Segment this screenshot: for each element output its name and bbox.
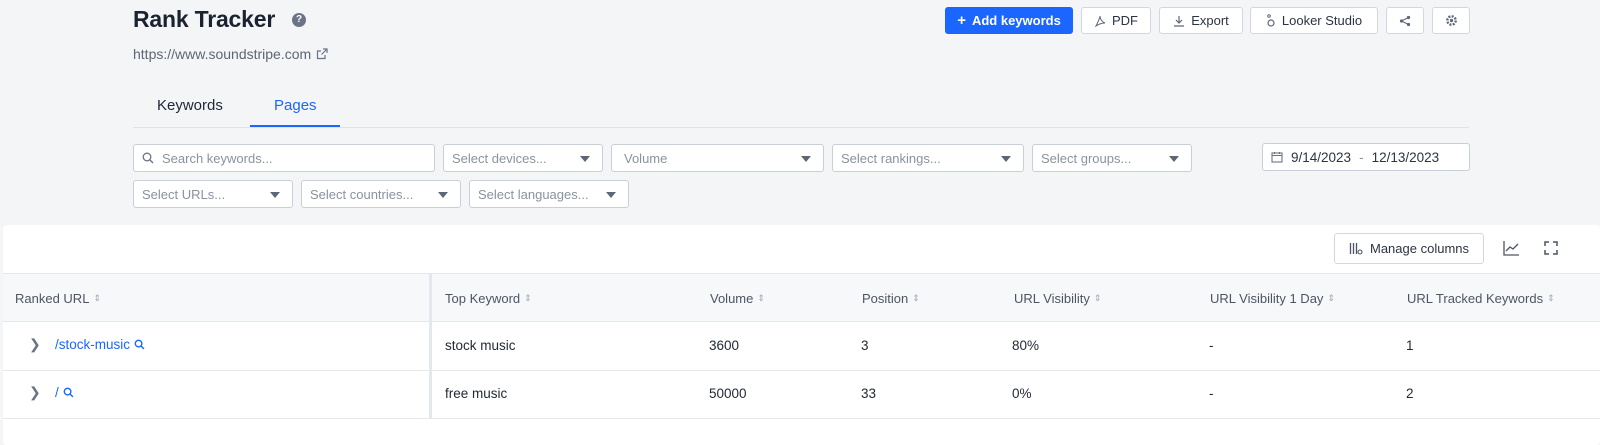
- url-visibility-value: 0%: [1012, 386, 1032, 401]
- pdf-icon: [1094, 15, 1106, 27]
- manage-columns-button[interactable]: Manage columns: [1334, 233, 1484, 264]
- languages-select[interactable]: Select languages...: [469, 180, 629, 208]
- sort-icon: ⇕: [524, 293, 532, 303]
- caret-down-icon: [270, 192, 280, 198]
- chart-icon[interactable]: [1503, 240, 1520, 256]
- position-value: 3: [861, 338, 869, 353]
- date-separator: -: [1359, 149, 1364, 165]
- tracked-keywords-value: 2: [1406, 386, 1414, 401]
- settings-button[interactable]: [1432, 7, 1470, 34]
- plus-icon: +: [957, 12, 966, 29]
- volume-select[interactable]: Volume: [611, 144, 824, 172]
- header-url-visibility-1-day[interactable]: URL Visibility 1 Day ⇕: [1210, 291, 1335, 306]
- tabs-divider: [133, 127, 1469, 128]
- tracked-keywords-value: 1: [1406, 338, 1414, 353]
- url-visibility-1-day-value: -: [1209, 386, 1214, 401]
- header-top-keyword[interactable]: Top Keyword ⇕: [445, 291, 532, 306]
- looker-icon: [1267, 14, 1275, 27]
- external-link-icon: [317, 48, 328, 60]
- expand-row-icon[interactable]: ❯: [29, 336, 41, 352]
- caret-down-icon: [606, 192, 616, 198]
- top-keyword: free music: [445, 386, 508, 401]
- site-url[interactable]: https://www.soundstripe.com: [133, 46, 312, 62]
- date-range-picker[interactable]: 9/14/2023 - 12/13/2023: [1262, 143, 1470, 171]
- devices-select[interactable]: Select devices...: [443, 144, 603, 172]
- date-to: 12/13/2023: [1371, 149, 1440, 165]
- search-placeholder: Search keywords...: [162, 150, 273, 166]
- urls-select[interactable]: Select URLs...: [133, 180, 293, 208]
- sort-icon: ⇕: [912, 293, 920, 303]
- export-button[interactable]: Export: [1159, 7, 1243, 34]
- row-divider: [3, 370, 1600, 371]
- countries-select[interactable]: Select countries...: [301, 180, 461, 208]
- download-icon: [1174, 15, 1185, 27]
- url-visibility-1-day-value: -: [1209, 338, 1214, 353]
- search-input[interactable]: Search keywords...: [133, 144, 435, 172]
- caret-down-icon: [1169, 156, 1179, 162]
- header-ranked-url[interactable]: Ranked URL ⇕: [15, 291, 101, 306]
- looker-studio-button[interactable]: Looker Studio: [1250, 7, 1378, 34]
- expand-row-icon[interactable]: ❯: [29, 384, 41, 400]
- active-tab-indicator: [250, 125, 340, 127]
- gear-icon: [1445, 15, 1457, 26]
- search-icon[interactable]: [63, 387, 74, 398]
- header-url-tracked-keywords[interactable]: URL Tracked Keywords ⇕: [1407, 291, 1555, 306]
- site-link[interactable]: https://www.soundstripe.com: [133, 46, 328, 62]
- sort-icon: ⇕: [1093, 293, 1102, 303]
- sort-icon: ⇕: [757, 293, 765, 303]
- volume-value: 50000: [709, 386, 747, 401]
- tab-pages[interactable]: Pages: [274, 97, 317, 114]
- caret-down-icon: [801, 156, 811, 162]
- ranked-url-link[interactable]: /stock-music: [55, 337, 145, 352]
- page-title: Rank Tracker: [133, 6, 276, 32]
- fullscreen-icon[interactable]: [1544, 241, 1558, 255]
- table-header: [3, 273, 1600, 322]
- header-url-visibility[interactable]: URL Visibility ⇕: [1014, 291, 1102, 306]
- volume-value: 3600: [709, 338, 740, 353]
- share-icon: [1399, 15, 1411, 26]
- caret-down-icon: [438, 192, 448, 198]
- row-divider: [3, 418, 1600, 419]
- ranked-url-link[interactable]: /: [55, 385, 74, 400]
- add-keywords-button[interactable]: + Add keywords: [945, 7, 1073, 34]
- caret-down-icon: [580, 156, 590, 162]
- help-icon[interactable]: ?: [292, 13, 306, 27]
- calendar-icon: [1271, 152, 1283, 163]
- groups-select[interactable]: Select groups...: [1032, 144, 1192, 172]
- header-volume[interactable]: Volume ⇕: [710, 291, 765, 306]
- url-visibility-value: 80%: [1012, 338, 1040, 353]
- date-from: 9/14/2023: [1291, 149, 1352, 165]
- search-icon[interactable]: [134, 339, 145, 350]
- header-position[interactable]: Position ⇕: [862, 291, 920, 306]
- position-value: 33: [861, 386, 877, 401]
- caret-down-icon: [1001, 156, 1011, 162]
- pdf-button[interactable]: PDF: [1081, 7, 1151, 34]
- top-keyword: stock music: [445, 338, 516, 353]
- tab-keywords[interactable]: Keywords: [157, 97, 223, 114]
- table-panel: [3, 225, 1600, 445]
- search-icon: [142, 152, 154, 164]
- columns-icon: [1349, 243, 1363, 255]
- share-button[interactable]: [1386, 7, 1424, 34]
- sort-icon: ⇕: [1547, 293, 1555, 303]
- sort-icon: ⇕: [93, 293, 101, 303]
- rankings-select[interactable]: Select rankings...: [832, 144, 1024, 172]
- column-divider[interactable]: [429, 273, 432, 419]
- sort-icon: ⇕: [1327, 293, 1335, 303]
